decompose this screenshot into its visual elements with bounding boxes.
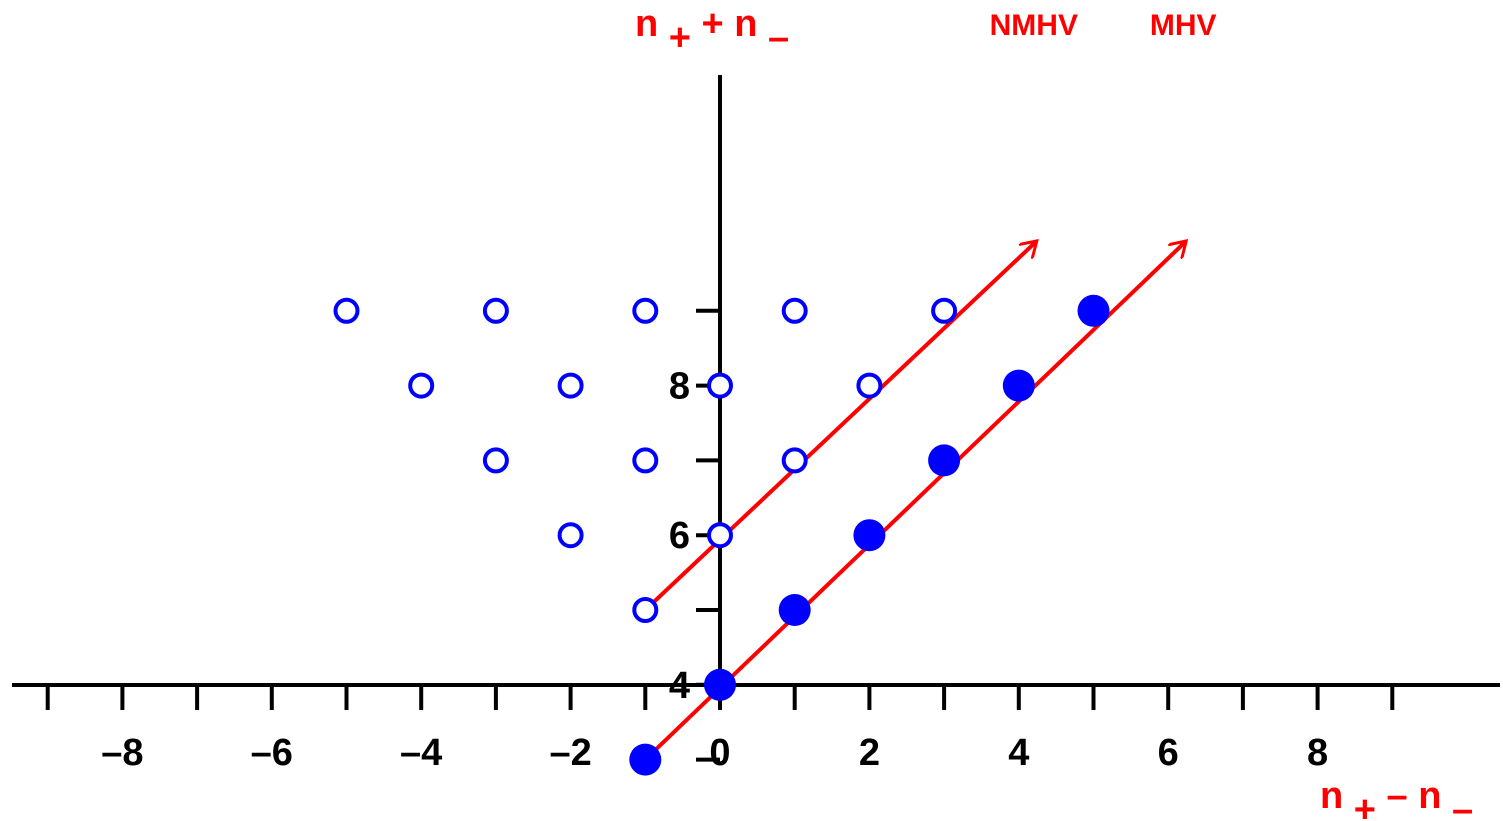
filled-point — [1002, 369, 1035, 402]
open-point — [632, 297, 659, 324]
open-point — [856, 372, 883, 399]
open-point — [707, 372, 733, 399]
open-point — [482, 447, 509, 474]
x-tick-label: 8 — [1307, 732, 1328, 774]
x-tick-label: 4 — [1008, 732, 1029, 774]
x-tick-label: –2 — [549, 732, 591, 774]
filled-point — [704, 668, 736, 701]
x-tick-label: 0 — [709, 732, 730, 774]
y-tick-label: 8 — [669, 366, 690, 408]
open-point — [408, 372, 435, 399]
filled-point — [928, 444, 961, 477]
open-point — [707, 522, 733, 549]
x-tick-label: 2 — [859, 732, 880, 774]
x-tick-label: –8 — [101, 732, 143, 774]
open-point — [931, 297, 958, 324]
x-axis-title: n + – n – — [1320, 775, 1473, 821]
series-label-nmhv: NMHV — [990, 9, 1078, 42]
x-tick-label: –6 — [251, 732, 293, 774]
filled-point — [629, 743, 662, 776]
open-point — [632, 447, 659, 474]
arrow-mhv — [643, 241, 1186, 762]
x-tick-label: 6 — [1158, 732, 1179, 774]
data-points — [333, 294, 1110, 776]
open-point — [482, 297, 509, 324]
arrow-nmhv — [643, 241, 1037, 612]
series-arrows — [643, 241, 1186, 762]
open-point — [557, 372, 584, 399]
filled-point — [1077, 294, 1110, 327]
axes: –8 –6 –4 –2 0 2 4 6 8 4 6 8 — [12, 75, 1500, 774]
y-tick-label: 6 — [669, 515, 690, 557]
open-point — [557, 522, 584, 549]
filled-point — [778, 594, 811, 626]
open-point — [632, 597, 659, 623]
filled-point — [853, 519, 886, 552]
y-tick-label: 4 — [669, 665, 690, 707]
open-point — [333, 297, 360, 324]
series-label-mhv: MHV — [1150, 9, 1217, 42]
open-point — [781, 297, 808, 324]
labels: NMHV MHV n + + n – n + – n – — [635, 3, 1473, 821]
x-tick-label: –4 — [400, 732, 442, 774]
y-axis-title: n + + n – — [635, 3, 789, 59]
open-point — [781, 447, 808, 474]
